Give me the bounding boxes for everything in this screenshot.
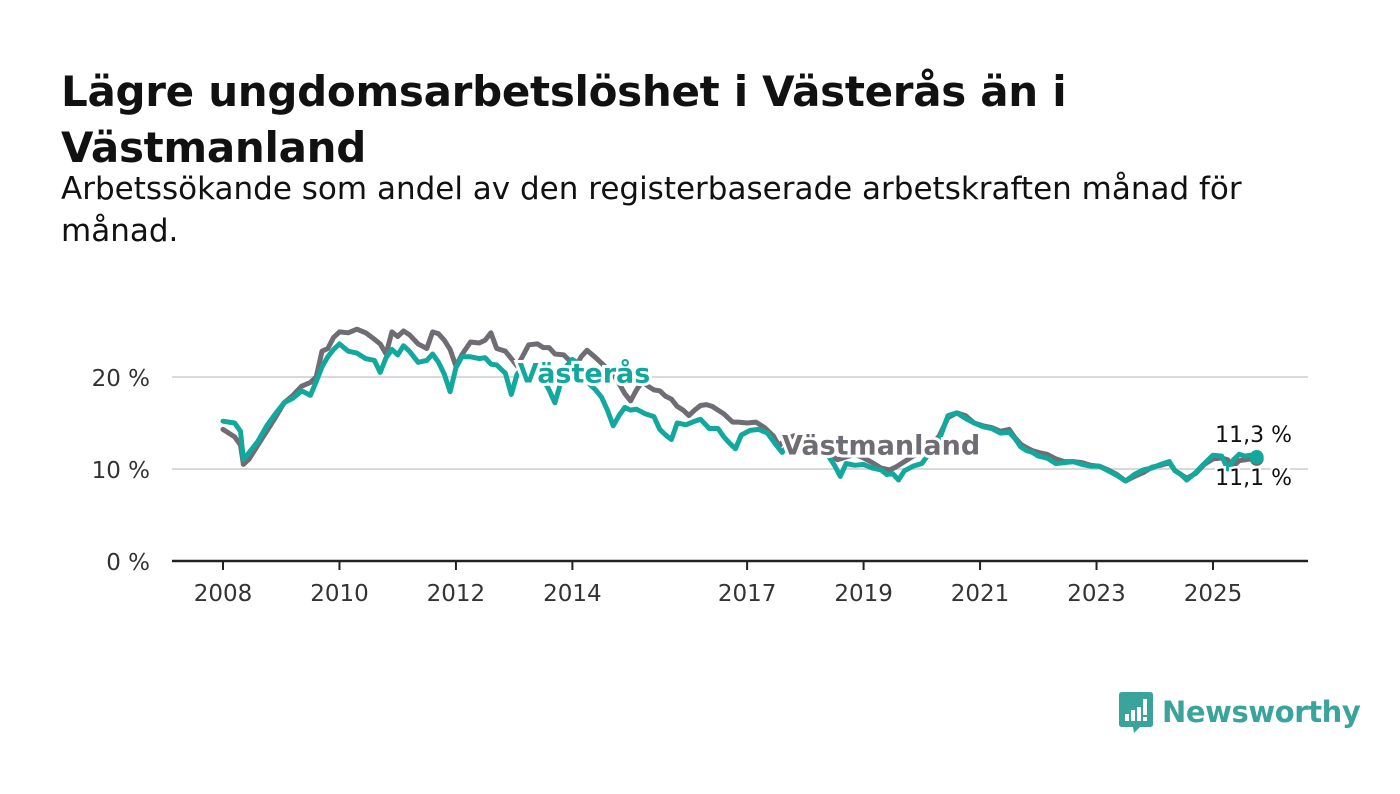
x-tick-label: 2008 [194,581,253,607]
x-tick-label: 2023 [1067,581,1126,607]
bar-chart-speech-bubble-icon [1119,692,1153,733]
series-end-point [1249,450,1264,465]
y-tick-label: 20 % [92,366,150,392]
series-end-label: 11,1 % [1215,466,1292,491]
x-tick-label: 2025 [1184,581,1243,607]
chart-title: Lägre ungdomsarbetslöshet i Västerås än … [61,67,1067,172]
y-tick-label: 10 % [92,458,150,484]
y-tick-label: 0 % [106,550,150,576]
series-annotation-label: Västerås [518,358,651,390]
x-tick-label: 2021 [951,581,1010,607]
x-tick-label: 2012 [427,581,486,607]
x-tick-label: 2014 [543,581,602,607]
brand-name: Newsworthy [1162,695,1361,729]
x-tick-label: 2010 [310,581,369,607]
series-line-vasteras [220,341,1260,484]
series-end-label: 11,3 % [1215,423,1292,448]
x-tick-label: 2019 [834,581,893,607]
chart-subtitle: Arbetssökande som andel av den registerb… [61,171,1242,249]
series-line-vastmanland [220,326,1260,484]
x-tick-label: 2017 [718,581,777,607]
brand: Newsworthy [1118,690,1361,734]
series-annotation-label: Västmanland [782,430,980,461]
